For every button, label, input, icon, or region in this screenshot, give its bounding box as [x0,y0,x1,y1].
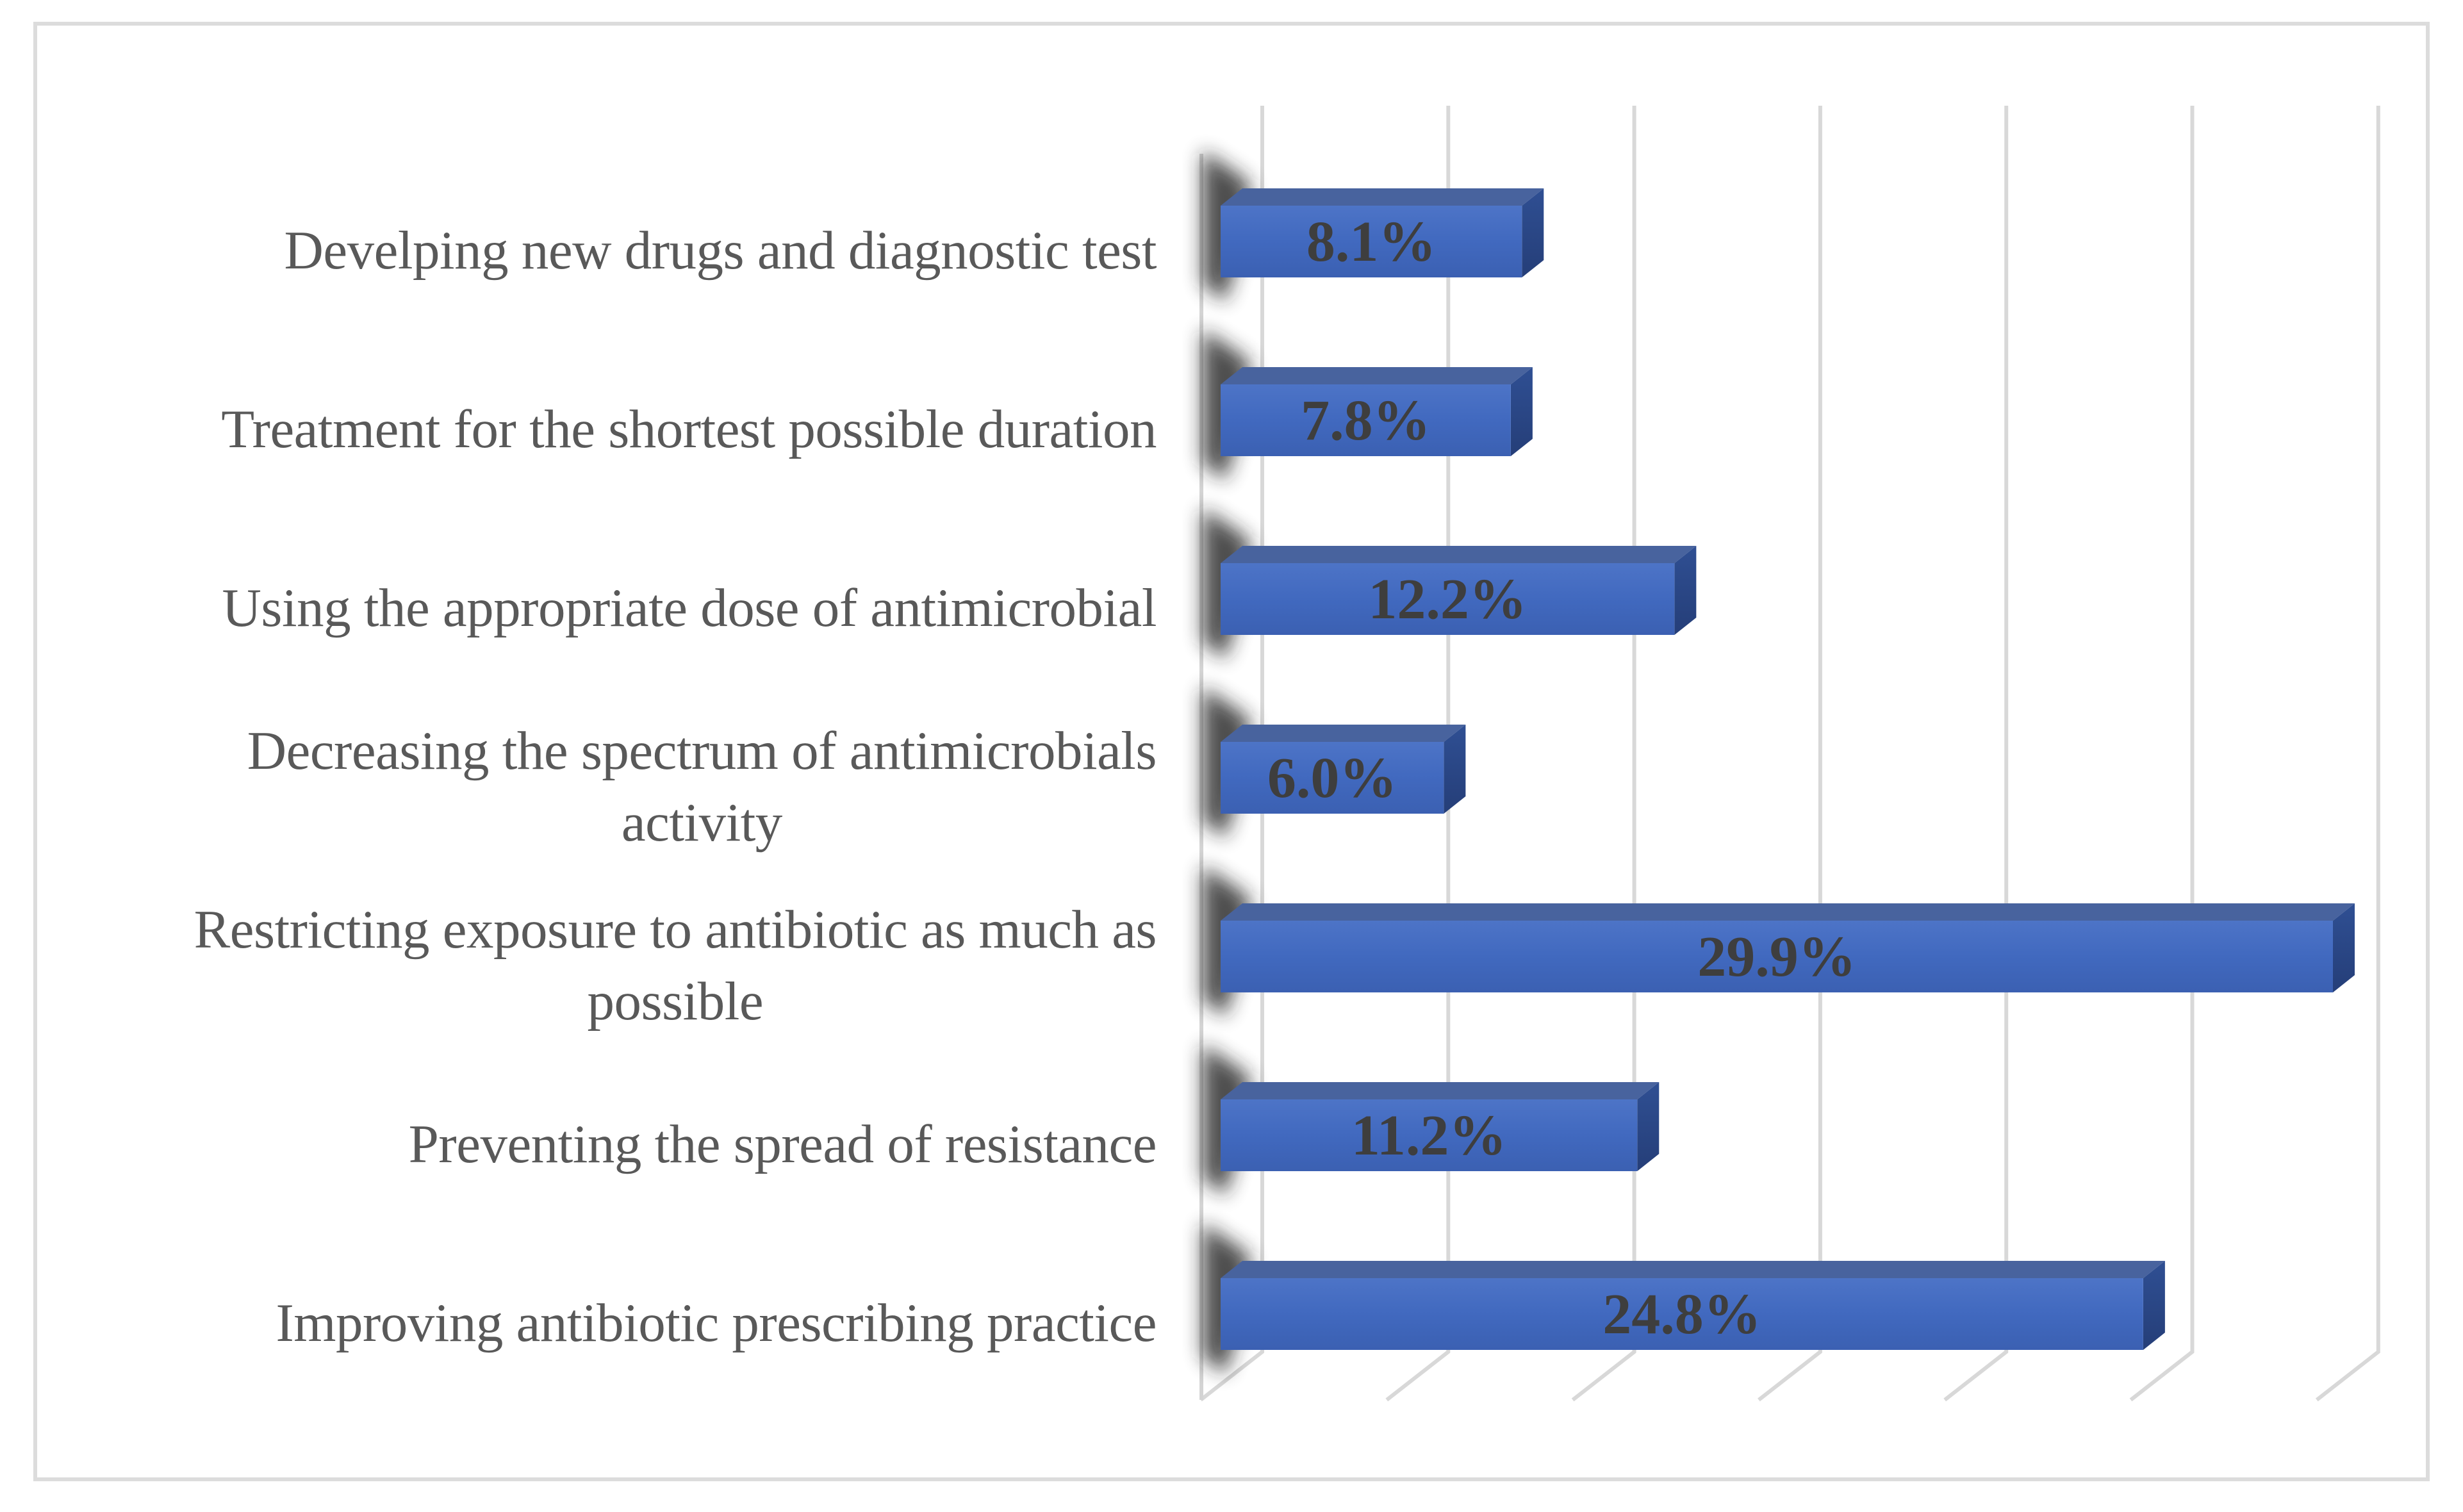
bar-top-face [1221,188,1544,206]
category-label: Improving antibiotic prescribing practic… [10,1230,1157,1416]
bar: 7.8% [1203,329,1533,481]
bar-side-face [1510,367,1533,456]
bar-value-label: 24.8% [1602,1283,1761,1346]
figure-border [33,22,2430,1481]
bar: 24.8% [1203,1223,2165,1374]
bar-front-face [1221,563,1675,635]
gridline [1943,106,2009,1402]
gridlines [1199,106,2380,1402]
bar-top-face [1221,546,1697,563]
bar-front-face [1221,1278,2143,1350]
bar-top-face [1221,367,1533,384]
bar-top-face [1221,725,1466,742]
bar: 6.0% [1203,687,1466,838]
category-label-text: Using the appropriate dose of antimicrob… [222,577,1157,638]
bar: 11.2% [1203,1044,1660,1196]
bar-front-face [1221,206,1522,277]
gridline [1385,106,1451,1402]
category-label: Using the appropriate dose of antimicrob… [10,515,1157,701]
bar-value-label: 12.2% [1368,568,1527,631]
category-label-text: Preventing the spread of resistance [408,1113,1157,1174]
bar-front-face [1221,921,2333,992]
gridline [2129,106,2195,1402]
bars: 8.1% 7.8% 12.2% 6.0% 29.9% 11.2% 24.8% [1203,151,2355,1374]
bar-front-face [1221,1099,1638,1171]
bar: 12.2% [1203,508,1697,659]
bar-value-label: 7.8% [1301,389,1431,452]
bar-side-face [2143,1261,2165,1350]
category-label: Treatment for the shortest possible dura… [10,336,1157,522]
bar-side-face [1637,1082,1660,1171]
bar-side-face [1674,546,1697,635]
gridline [1571,106,1636,1402]
category-label: Develping new drugs and diagnostic test [10,158,1157,343]
bar-side-face [2332,903,2355,992]
category-label-text: Improving antibiotic prescribing practic… [276,1292,1157,1353]
bar-top-face [1221,1082,1660,1099]
category-label-text: Develping new drugs and diagnostic test [284,220,1157,281]
bar-value-label: 29.9% [1697,925,1856,989]
bar-top-face [1221,903,2355,921]
gridline [2315,106,2380,1402]
gridline [1758,106,1822,1402]
bar: 8.1% [1203,151,1544,302]
category-label-text: Restricting exposure to antibiotic as mu… [194,899,1157,1031]
gridline [1199,106,1264,1402]
category-label: Preventing the spread of resistance [10,1051,1157,1237]
category-label-text: Decreasing the spectrum of antimicrobial… [247,720,1157,853]
bar-top-face [1221,1261,2165,1278]
bar-side-face [1444,725,1466,814]
bar: 29.9% [1203,866,2355,1017]
bar-side-face [1522,188,1544,277]
category-label-text: Treatment for the shortest possible dura… [221,399,1157,459]
category-label: Decreasing the spectrum of antimicrobial… [10,694,1157,880]
bar-value-label: 6.0% [1267,746,1397,810]
bar-value-label: 11.2% [1351,1104,1507,1167]
bar-value-label: 8.1% [1306,210,1437,274]
bar-front-face [1221,742,1444,814]
category-label: Restricting exposure to antibiotic as mu… [10,873,1157,1058]
bar-front-face [1221,384,1511,456]
